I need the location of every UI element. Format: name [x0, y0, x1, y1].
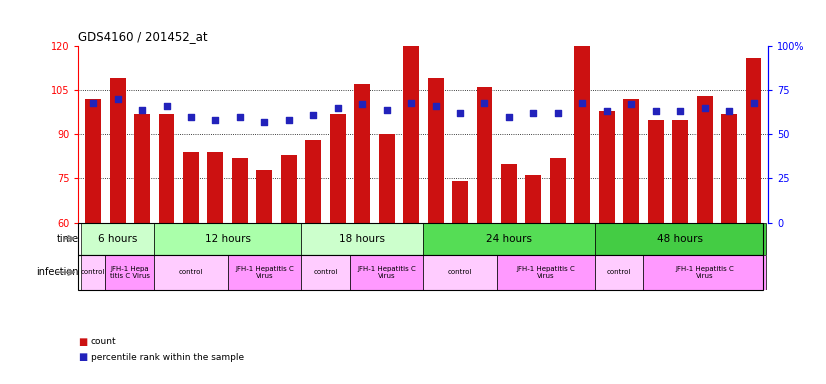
Bar: [501, 164, 517, 223]
Point: [649, 108, 662, 114]
Bar: [110, 78, 126, 223]
Point: [551, 110, 564, 116]
Text: control: control: [178, 269, 203, 275]
Bar: [106, 255, 154, 290]
Bar: [574, 46, 591, 223]
Point: [282, 117, 296, 123]
Bar: [350, 255, 423, 290]
Bar: [232, 158, 248, 223]
Bar: [721, 114, 737, 223]
Point: [209, 117, 222, 123]
Point: [601, 108, 614, 114]
Text: ■: ■: [78, 352, 88, 362]
Text: control: control: [607, 269, 631, 275]
Point: [258, 119, 271, 125]
Bar: [595, 223, 766, 255]
Point: [624, 101, 638, 108]
Bar: [423, 223, 595, 255]
Point: [87, 99, 100, 106]
Text: JFH-1 Hepatitis C
Virus: JFH-1 Hepatitis C Virus: [675, 266, 734, 279]
Text: control: control: [313, 269, 338, 275]
Bar: [423, 255, 496, 290]
Bar: [696, 96, 713, 223]
Point: [453, 110, 467, 116]
Text: time: time: [56, 233, 78, 243]
Text: JFH-1 Hepatitis C
Virus: JFH-1 Hepatitis C Virus: [358, 266, 416, 279]
Bar: [452, 181, 468, 223]
Point: [184, 114, 197, 120]
Bar: [746, 58, 762, 223]
Bar: [154, 223, 301, 255]
Text: 12 hours: 12 hours: [205, 233, 250, 243]
Bar: [550, 158, 566, 223]
Point: [576, 99, 589, 106]
Text: infection: infection: [36, 267, 78, 277]
Text: ■: ■: [78, 337, 88, 347]
Point: [380, 106, 393, 113]
Text: control: control: [81, 269, 106, 275]
Bar: [281, 155, 297, 223]
Point: [135, 106, 149, 113]
Bar: [525, 175, 541, 223]
Bar: [672, 119, 688, 223]
Bar: [378, 134, 395, 223]
Point: [331, 105, 344, 111]
Point: [527, 110, 540, 116]
Text: 48 hours: 48 hours: [657, 233, 703, 243]
Bar: [477, 87, 492, 223]
Bar: [183, 152, 199, 223]
Bar: [301, 255, 350, 290]
Point: [502, 114, 515, 120]
Bar: [599, 111, 615, 223]
Point: [306, 112, 320, 118]
Bar: [496, 255, 595, 290]
Text: count: count: [91, 337, 116, 346]
Bar: [428, 78, 444, 223]
Text: control: control: [448, 269, 472, 275]
Text: percentile rank within the sample: percentile rank within the sample: [91, 353, 244, 362]
Point: [429, 103, 442, 109]
Bar: [207, 152, 223, 223]
Text: 6 hours: 6 hours: [98, 233, 137, 243]
Bar: [624, 99, 639, 223]
Point: [478, 99, 491, 106]
Bar: [81, 255, 106, 290]
Bar: [595, 255, 643, 290]
Bar: [403, 46, 419, 223]
Text: 18 hours: 18 hours: [339, 233, 385, 243]
Point: [233, 114, 246, 120]
Point: [405, 99, 418, 106]
Bar: [306, 140, 321, 223]
Bar: [134, 114, 150, 223]
Point: [111, 96, 124, 102]
Text: JFH-1 Hepatitis C
Virus: JFH-1 Hepatitis C Virus: [516, 266, 575, 279]
Bar: [154, 255, 228, 290]
Bar: [643, 255, 766, 290]
Text: GDS4160 / 201452_at: GDS4160 / 201452_at: [78, 30, 208, 43]
Text: JFH-1 Hepatitis C
Virus: JFH-1 Hepatitis C Virus: [235, 266, 294, 279]
Bar: [85, 99, 101, 223]
Bar: [256, 170, 273, 223]
Text: JFH-1 Hepa
titis C Virus: JFH-1 Hepa titis C Virus: [110, 266, 150, 279]
Text: 24 hours: 24 hours: [486, 233, 532, 243]
Point: [747, 99, 760, 106]
Point: [355, 101, 368, 108]
Point: [673, 108, 686, 114]
Bar: [330, 114, 345, 223]
Bar: [81, 223, 154, 255]
Point: [723, 108, 736, 114]
Point: [160, 103, 173, 109]
Bar: [354, 84, 370, 223]
Bar: [301, 223, 423, 255]
Bar: [228, 255, 301, 290]
Bar: [648, 119, 663, 223]
Point: [698, 105, 711, 111]
Bar: [159, 114, 174, 223]
